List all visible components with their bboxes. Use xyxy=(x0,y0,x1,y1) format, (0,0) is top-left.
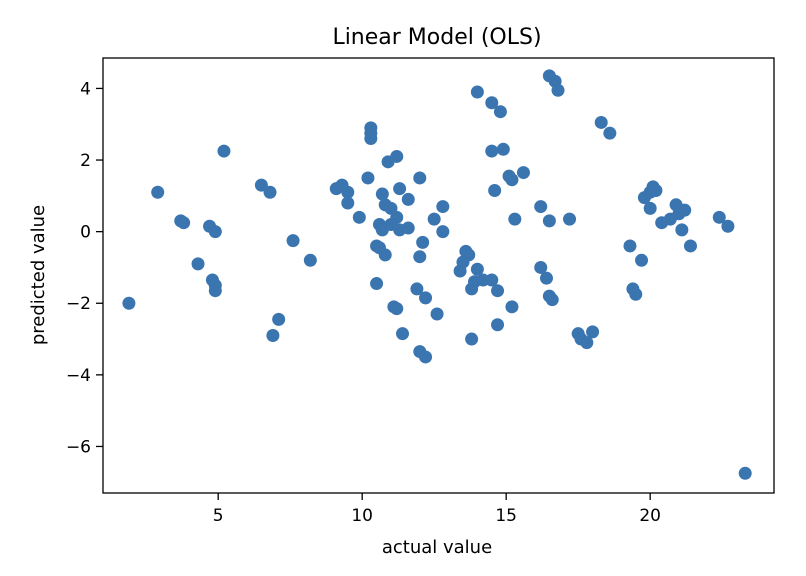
data-point xyxy=(534,200,548,214)
data-point xyxy=(413,171,427,185)
data-point xyxy=(493,105,507,119)
data-point xyxy=(683,239,697,253)
data-point xyxy=(508,212,522,226)
data-point xyxy=(470,262,484,276)
data-point xyxy=(361,171,375,185)
data-point xyxy=(427,212,441,226)
data-point xyxy=(390,302,404,316)
data-point xyxy=(419,291,433,305)
data-point xyxy=(580,336,594,350)
data-point xyxy=(390,210,404,224)
data-point xyxy=(551,83,565,97)
data-point xyxy=(352,210,366,224)
data-point xyxy=(393,182,407,196)
y-tick-label: 2 xyxy=(80,151,91,171)
data-point xyxy=(462,248,476,262)
chart-title: Linear Model (OLS) xyxy=(332,25,541,50)
data-point xyxy=(122,296,136,310)
data-point xyxy=(370,277,384,291)
data-point xyxy=(217,144,231,158)
data-point xyxy=(401,221,415,235)
data-point xyxy=(721,219,735,233)
data-point xyxy=(465,332,479,346)
data-point xyxy=(635,253,649,267)
data-point xyxy=(303,253,317,267)
data-point xyxy=(286,234,300,248)
data-point xyxy=(272,312,286,326)
data-point xyxy=(542,214,556,228)
data-point xyxy=(649,183,663,197)
data-point xyxy=(678,203,692,217)
data-point xyxy=(545,293,559,307)
data-point xyxy=(413,250,427,264)
data-point xyxy=(263,185,277,199)
data-point xyxy=(539,271,553,285)
data-point xyxy=(396,327,410,341)
data-point xyxy=(151,185,165,199)
data-point xyxy=(505,300,519,314)
y-tick-label: −4 xyxy=(66,366,91,386)
data-point xyxy=(401,192,415,206)
data-point xyxy=(675,223,689,237)
data-point xyxy=(712,210,726,224)
data-point xyxy=(516,166,530,180)
data-point xyxy=(643,201,657,215)
data-point xyxy=(496,142,510,156)
data-point xyxy=(416,235,430,249)
data-point xyxy=(738,466,752,480)
x-tick-label: 20 xyxy=(639,506,661,526)
data-point xyxy=(208,225,222,239)
data-point xyxy=(470,85,484,99)
data-point xyxy=(534,260,548,274)
data-point xyxy=(436,225,450,239)
y-tick-label: 0 xyxy=(80,223,91,243)
data-point xyxy=(488,183,502,197)
data-point xyxy=(505,173,519,187)
data-point xyxy=(491,284,505,298)
data-point xyxy=(485,144,499,158)
y-tick-label: 4 xyxy=(80,79,91,99)
y-tick-label: −2 xyxy=(66,294,91,314)
data-point xyxy=(375,187,389,201)
data-point xyxy=(378,248,392,262)
data-point xyxy=(177,216,191,230)
x-tick-label: 5 xyxy=(213,506,224,526)
y-tick-label: −6 xyxy=(66,437,91,457)
x-tick-label: 15 xyxy=(495,506,517,526)
data-point xyxy=(364,121,378,135)
data-point xyxy=(341,196,355,210)
data-point xyxy=(436,200,450,214)
data-point xyxy=(629,287,643,301)
y-axis-label: predicted value xyxy=(28,205,49,345)
plot-frame xyxy=(102,57,775,494)
x-tick-label: 10 xyxy=(351,506,373,526)
data-point xyxy=(208,284,222,298)
data-point xyxy=(191,257,205,271)
data-point xyxy=(586,325,600,339)
data-point xyxy=(430,307,444,321)
data-point xyxy=(594,115,608,129)
data-point xyxy=(623,239,637,253)
data-point xyxy=(254,178,268,192)
data-point xyxy=(419,350,433,364)
data-point xyxy=(341,185,355,199)
data-point xyxy=(390,149,404,163)
x-axis-label: actual value xyxy=(382,537,492,558)
data-point xyxy=(491,318,505,332)
data-point xyxy=(266,328,280,342)
data-point xyxy=(563,212,577,226)
data-points xyxy=(122,69,752,480)
data-point xyxy=(410,282,424,296)
data-point xyxy=(603,126,617,140)
data-point xyxy=(485,96,499,110)
data-point xyxy=(485,273,499,287)
